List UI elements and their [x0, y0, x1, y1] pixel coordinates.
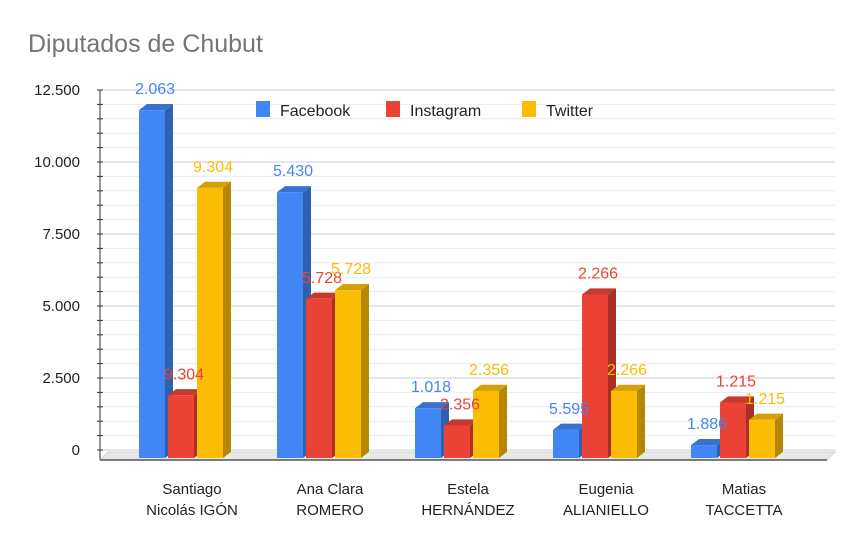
bar-front-face [582, 294, 608, 458]
bar-top-face [691, 438, 725, 446]
bar-side-face [499, 384, 507, 458]
bar [582, 288, 616, 458]
y-tick-label: 10.000 [34, 154, 80, 171]
legend-label: Twitter [546, 103, 594, 120]
bar-front-face [277, 192, 303, 459]
bar-top-face [444, 419, 478, 426]
x-tick-label: HERNÁNDEZ [421, 502, 514, 519]
bar [749, 413, 783, 458]
data-label: 2.266 [607, 362, 647, 379]
bar [168, 389, 202, 458]
bar [139, 104, 173, 458]
bar-front-face [415, 408, 441, 458]
bar-top-face [197, 181, 231, 188]
bar-top-face [720, 396, 754, 403]
bar-front-face [444, 425, 470, 458]
bar-top-face [553, 423, 587, 430]
bar [691, 438, 725, 458]
data-label: 5.728 [302, 270, 342, 287]
data-label: 1.215 [745, 391, 785, 408]
data-label: 1.886 [687, 416, 727, 433]
bar [197, 181, 231, 459]
y-tick-label: 2.500 [42, 370, 80, 387]
data-label: 9.304 [164, 366, 204, 383]
bar-top-face [168, 389, 202, 396]
data-label: 2.266 [578, 265, 618, 282]
x-tick-label: Ana Clara [297, 481, 364, 498]
data-label: 1.215 [716, 373, 756, 390]
data-label: 2.063 [135, 81, 175, 98]
bar-front-face [139, 110, 165, 458]
bar-front-face [197, 187, 223, 459]
data-label: 5.430 [273, 163, 313, 180]
bars [139, 104, 783, 459]
bar-top-face [415, 402, 449, 409]
chart-title: Diputados de Chubut [28, 30, 263, 58]
bar-top-face [749, 413, 783, 420]
x-tick-label: ALIANIELLO [563, 502, 649, 519]
bar-front-face [691, 445, 717, 458]
bar [306, 292, 340, 458]
x-tick-label: TACCETTA [706, 502, 783, 519]
bar-top-face [139, 104, 173, 111]
bar [553, 423, 587, 458]
legend-label: Instagram [410, 103, 481, 120]
bar-top-face [335, 284, 369, 291]
bar-side-face [223, 181, 231, 458]
legend-swatch [386, 101, 400, 117]
bar-side-face [165, 104, 173, 458]
bar-front-face [749, 419, 775, 458]
bar-top-face [306, 292, 340, 299]
bar-front-face [473, 390, 499, 458]
bar-front-face [335, 290, 361, 458]
bar [277, 186, 311, 459]
legend-swatch [256, 101, 270, 117]
legend-swatch [522, 101, 536, 117]
bar [473, 384, 507, 458]
x-tick-label: Santiago [162, 481, 221, 498]
x-tick-label: Eugenia [578, 481, 634, 498]
bar [611, 384, 645, 458]
bar [444, 419, 478, 458]
legend-label: Facebook [280, 103, 351, 120]
data-label: 9.304 [193, 159, 233, 176]
y-tick-label: 12.500 [34, 82, 80, 99]
data-label: 2.356 [440, 397, 480, 414]
bar-side-face [361, 284, 369, 458]
data-label: 5.595 [549, 401, 589, 418]
bar-side-face [775, 413, 783, 458]
bar-front-face [306, 298, 332, 458]
x-tick-label: ROMERO [296, 502, 364, 519]
bar-front-face [168, 395, 194, 458]
bar-front-face [720, 402, 746, 458]
bar-front-face [611, 390, 637, 458]
data-label: 2.356 [469, 362, 509, 379]
y-tick-label: 7.500 [42, 226, 80, 243]
bar-front-face [553, 429, 579, 458]
data-label: 5.728 [331, 261, 371, 278]
x-tick-label: Matias [722, 481, 766, 498]
bar-top-face [473, 384, 507, 391]
data-label: 1.018 [411, 379, 451, 396]
legend: Facebook Instagram Twitter [256, 101, 594, 120]
bar-side-face [637, 384, 645, 458]
x-tick-label: Nicolás IGÓN [146, 502, 238, 519]
bar-top-face [611, 384, 645, 391]
bar-top-face [277, 186, 311, 193]
bar [335, 284, 369, 458]
x-tick-label: Estela [447, 481, 489, 498]
y-tick-label: 5.000 [42, 298, 80, 315]
bar-top-face [582, 288, 616, 295]
y-tick-label: 0 [72, 442, 80, 459]
